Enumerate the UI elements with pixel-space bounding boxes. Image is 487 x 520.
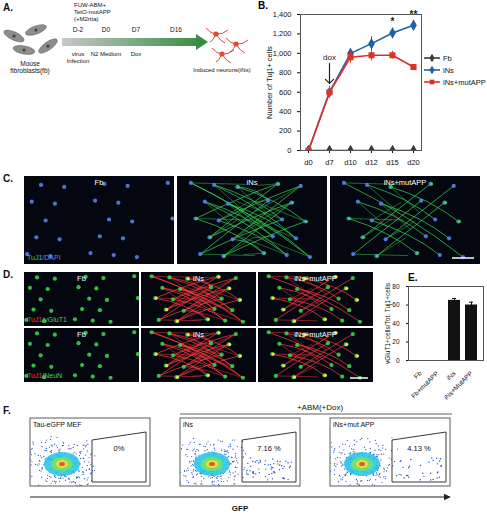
svg-text:iNs+mutAPP: iNs+mutAPP	[294, 274, 337, 283]
svg-text:iNs+mut APP: iNs+mut APP	[333, 421, 375, 428]
svg-text:Fb: Fb	[77, 274, 86, 283]
svg-text:20: 20	[392, 338, 400, 345]
svg-text:TetO-mutAPP: TetO-mutAPP	[74, 9, 111, 15]
svg-text:iNs: iNs	[247, 178, 258, 187]
svg-text:Fb: Fb	[77, 330, 86, 339]
html-text:Fb: Fb	[443, 53, 452, 63]
svg-text:1,400: 1,400	[273, 10, 292, 19]
svg-text:iNs: iNs	[193, 274, 204, 283]
svg-text:TuJ1/DAPI: TuJ1/DAPI	[27, 254, 61, 261]
svg-text:A.: A.	[3, 2, 13, 13]
svg-text:C.: C.	[3, 173, 13, 184]
svg-text:0%: 0%	[114, 444, 125, 453]
svg-text:fibroblasts(fb): fibroblasts(fb)	[10, 67, 49, 75]
svg-text:Mouse: Mouse	[20, 60, 40, 67]
svg-text:GFP: GFP	[232, 504, 249, 513]
svg-text:d20: d20	[407, 158, 420, 167]
svg-text:d10: d10	[344, 158, 357, 167]
svg-text:1,200: 1,200	[273, 29, 292, 38]
svg-text:d0: d0	[304, 158, 312, 167]
svg-text:D.: D.	[3, 269, 13, 280]
svg-text:N2 Medium: N2 Medium	[91, 51, 122, 57]
svg-text:Infection: Infection	[67, 58, 90, 64]
svg-text:iNs: iNs	[193, 330, 204, 339]
svg-text:D0: D0	[102, 26, 111, 33]
html-text:B.: B.	[258, 0, 268, 11]
svg-text:7.16 %: 7.16 %	[257, 444, 281, 453]
svg-text:D-2: D-2	[73, 26, 84, 33]
html-text:iNs: iNs	[443, 65, 454, 75]
svg-text:**: **	[410, 9, 418, 20]
svg-text:400: 400	[279, 107, 292, 116]
svg-text:*: *	[391, 16, 395, 27]
svg-text:600: 600	[279, 88, 292, 97]
svg-text:TuJ1/NeuN: TuJ1/NeuN	[27, 372, 62, 379]
svg-text:iNs+mutAPP: iNs+mutAPP	[384, 178, 427, 187]
svg-text:Induced neurons(iNs): Induced neurons(iNs)	[193, 67, 250, 73]
svg-text:Fb+mutAPP: Fb+mutAPP	[410, 370, 440, 400]
svg-text:FUW-ABM+: FUW-ABM+	[74, 2, 107, 8]
svg-text:F.: F.	[3, 405, 11, 416]
svg-text:iNs: iNs	[183, 421, 194, 428]
svg-text:TuJ1/vGluT1: TuJ1/vGluT1	[27, 316, 67, 323]
svg-text:40: 40	[392, 320, 400, 327]
html-text:E.: E.	[408, 272, 418, 283]
svg-text:vGluT1+cells/Tot. Tuj1+cells: vGluT1+cells/Tot. Tuj1+cells	[384, 282, 392, 364]
svg-text:Fb: Fb	[95, 178, 104, 187]
svg-text:80: 80	[392, 283, 400, 290]
svg-text:d7: d7	[325, 158, 333, 167]
svg-text:d15: d15	[386, 158, 399, 167]
svg-text:virus: virus	[72, 51, 85, 57]
html-text:iNs+mutAPP: iNs+mutAPP	[443, 77, 486, 87]
svg-text:200: 200	[279, 126, 292, 135]
svg-text:D7: D7	[132, 26, 141, 33]
svg-text:0: 0	[396, 357, 400, 364]
svg-text:+ABM(+Dox): +ABM(+Dox)	[297, 403, 344, 412]
svg-text:1,000: 1,000	[273, 49, 292, 58]
svg-text:4.13 %: 4.13 %	[407, 444, 431, 453]
svg-text:(+M2rtta): (+M2rtta)	[74, 16, 99, 22]
svg-text:d12: d12	[365, 158, 378, 167]
svg-text:iNs+MutAPP: iNs+MutAPP	[443, 370, 474, 400]
svg-text:dox: dox	[323, 53, 336, 62]
svg-text:Number of Tuj1+ cells: Number of Tuj1+ cells	[265, 46, 274, 119]
svg-text:Dox: Dox	[131, 51, 142, 57]
svg-text:Fb: Fb	[412, 369, 423, 380]
svg-text:800: 800	[279, 68, 292, 77]
svg-text:iNs+mutAPP: iNs+mutAPP	[294, 330, 337, 339]
svg-text:60: 60	[392, 301, 400, 308]
svg-text:0: 0	[287, 146, 291, 155]
svg-text:D16: D16	[170, 26, 182, 33]
svg-text:Tau-eGFP MEF: Tau-eGFP MEF	[33, 421, 82, 428]
svg-text:iNs: iNs	[445, 369, 457, 381]
